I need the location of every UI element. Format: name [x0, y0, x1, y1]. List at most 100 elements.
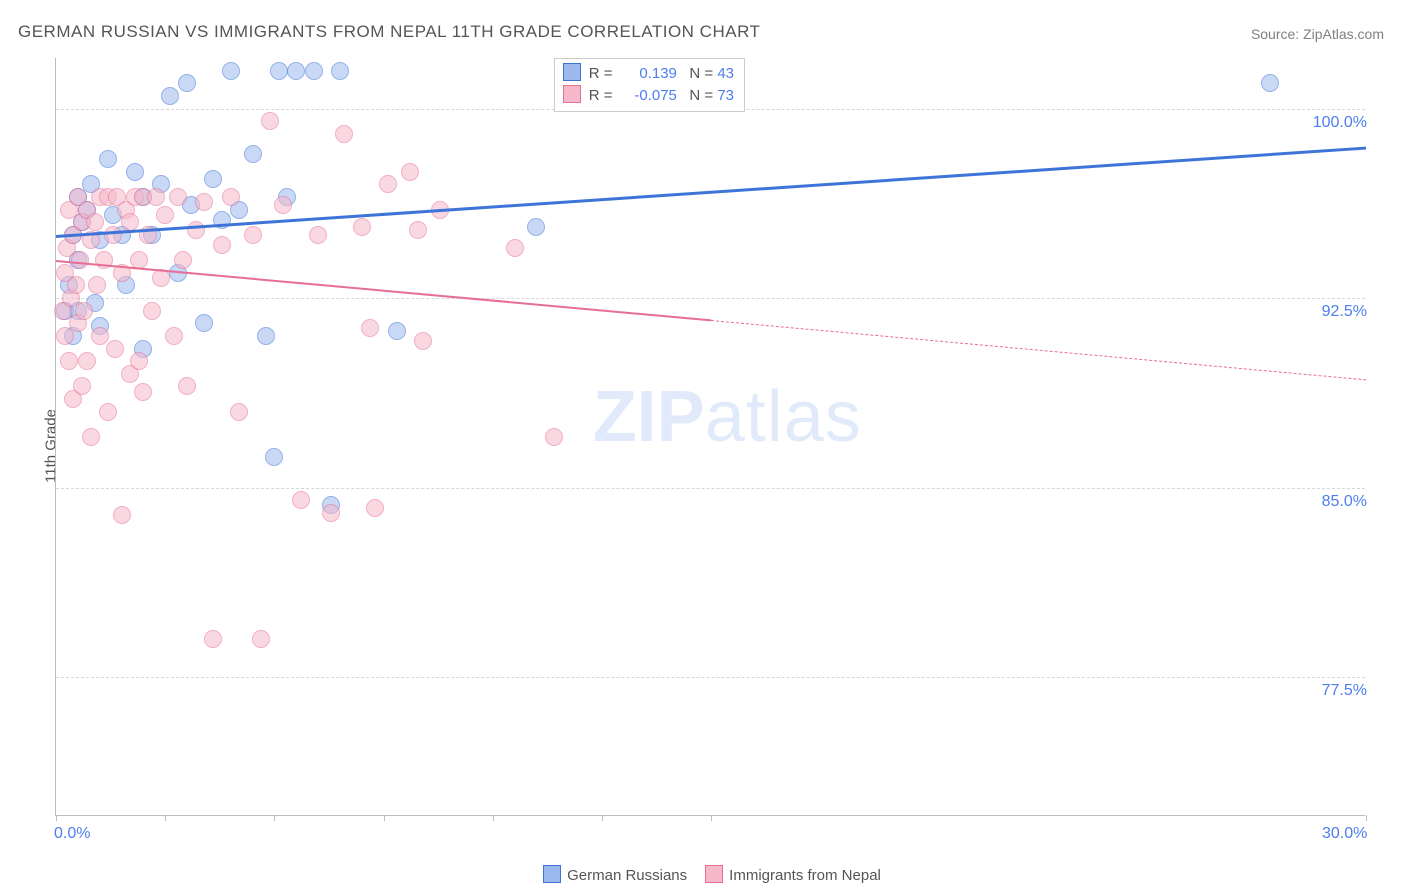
y-tick-label: 77.5% — [1316, 682, 1367, 700]
data-point — [99, 150, 117, 168]
data-point — [187, 221, 205, 239]
data-point — [169, 188, 187, 206]
n-value: 43 — [717, 63, 734, 85]
data-point — [88, 276, 106, 294]
source-link[interactable]: ZipAtlas.com — [1303, 26, 1384, 42]
data-point — [130, 352, 148, 370]
legend-label: Immigrants from Nepal — [729, 867, 881, 884]
data-point — [379, 175, 397, 193]
data-point — [178, 377, 196, 395]
data-point — [401, 163, 419, 181]
data-point — [270, 62, 288, 80]
data-point — [99, 403, 117, 421]
data-point — [366, 499, 384, 517]
data-point — [414, 332, 432, 350]
x-tick — [384, 815, 385, 821]
data-point — [82, 428, 100, 446]
x-tick — [711, 815, 712, 821]
data-point — [265, 448, 283, 466]
watermark: ZIPatlas — [593, 376, 862, 458]
watermark-thin: atlas — [705, 377, 862, 457]
data-point — [143, 302, 161, 320]
trend-line — [711, 320, 1366, 380]
data-point — [113, 506, 131, 524]
data-point — [91, 327, 109, 345]
data-point — [204, 170, 222, 188]
legend-swatch — [543, 865, 561, 883]
data-point — [106, 340, 124, 358]
data-point — [71, 251, 89, 269]
data-point — [147, 188, 165, 206]
y-tick-label: 85.0% — [1316, 493, 1367, 511]
data-point — [527, 218, 545, 236]
data-point — [322, 504, 340, 522]
correlation-legend-row: R = -0.075 N = 73 — [563, 85, 734, 107]
legend-swatch — [563, 63, 581, 81]
x-tick — [165, 815, 166, 821]
chart-title: GERMAN RUSSIAN VS IMMIGRANTS FROM NEPAL … — [18, 22, 760, 42]
data-point — [545, 428, 563, 446]
data-point — [1261, 74, 1279, 92]
x-max-label: 30.0% — [1322, 825, 1367, 843]
legend-label: German Russians — [567, 867, 687, 884]
data-point — [331, 62, 349, 80]
data-point — [305, 62, 323, 80]
data-point — [222, 188, 240, 206]
data-point — [261, 112, 279, 130]
data-point — [361, 319, 379, 337]
data-point — [244, 145, 262, 163]
x-tick — [493, 815, 494, 821]
data-point — [156, 206, 174, 224]
x-tick — [274, 815, 275, 821]
correlation-legend-row: R = 0.139 N = 43 — [563, 63, 734, 85]
legend-swatch — [563, 85, 581, 103]
data-point — [222, 62, 240, 80]
r-value: -0.075 — [621, 85, 677, 107]
data-point — [75, 302, 93, 320]
y-tick-label: 92.5% — [1316, 303, 1367, 321]
data-point — [104, 226, 122, 244]
data-point — [213, 236, 231, 254]
data-point — [409, 221, 427, 239]
n-value: 73 — [717, 85, 734, 107]
y-tick-label: 100.0% — [1307, 114, 1367, 132]
legend-swatch — [705, 865, 723, 883]
data-point — [388, 322, 406, 340]
data-point — [195, 193, 213, 211]
r-value: 0.139 — [621, 63, 677, 85]
data-point — [134, 383, 152, 401]
data-point — [506, 239, 524, 257]
data-point — [257, 327, 275, 345]
correlation-legend: R = 0.139 N = 43R = -0.075 N = 73 — [554, 58, 745, 112]
data-point — [252, 630, 270, 648]
data-point — [195, 314, 213, 332]
data-point — [174, 251, 192, 269]
data-point — [244, 226, 262, 244]
watermark-bold: ZIP — [593, 377, 705, 457]
data-point — [230, 403, 248, 421]
data-point — [274, 196, 292, 214]
legend-bottom: German Russians Immigrants from Nepal — [0, 865, 1406, 884]
gridline — [56, 298, 1365, 299]
x-tick — [56, 815, 57, 821]
x-min-label: 0.0% — [54, 825, 90, 843]
data-point — [73, 377, 91, 395]
data-point — [353, 218, 371, 236]
gridline — [56, 488, 1365, 489]
source-prefix: Source: — [1251, 26, 1303, 42]
data-point — [86, 213, 104, 231]
data-point — [165, 327, 183, 345]
scatter-plot-area: ZIPatlas 77.5%85.0%92.5%100.0%0.0%30.0%R… — [55, 58, 1365, 816]
data-point — [78, 352, 96, 370]
data-point — [67, 276, 85, 294]
data-point — [204, 630, 222, 648]
data-point — [60, 352, 78, 370]
data-point — [309, 226, 327, 244]
data-point — [161, 87, 179, 105]
x-tick — [602, 815, 603, 821]
x-tick — [1366, 815, 1367, 821]
source-credit: Source: ZipAtlas.com — [1251, 26, 1384, 42]
data-point — [287, 62, 305, 80]
gridline — [56, 677, 1365, 678]
data-point — [178, 74, 196, 92]
